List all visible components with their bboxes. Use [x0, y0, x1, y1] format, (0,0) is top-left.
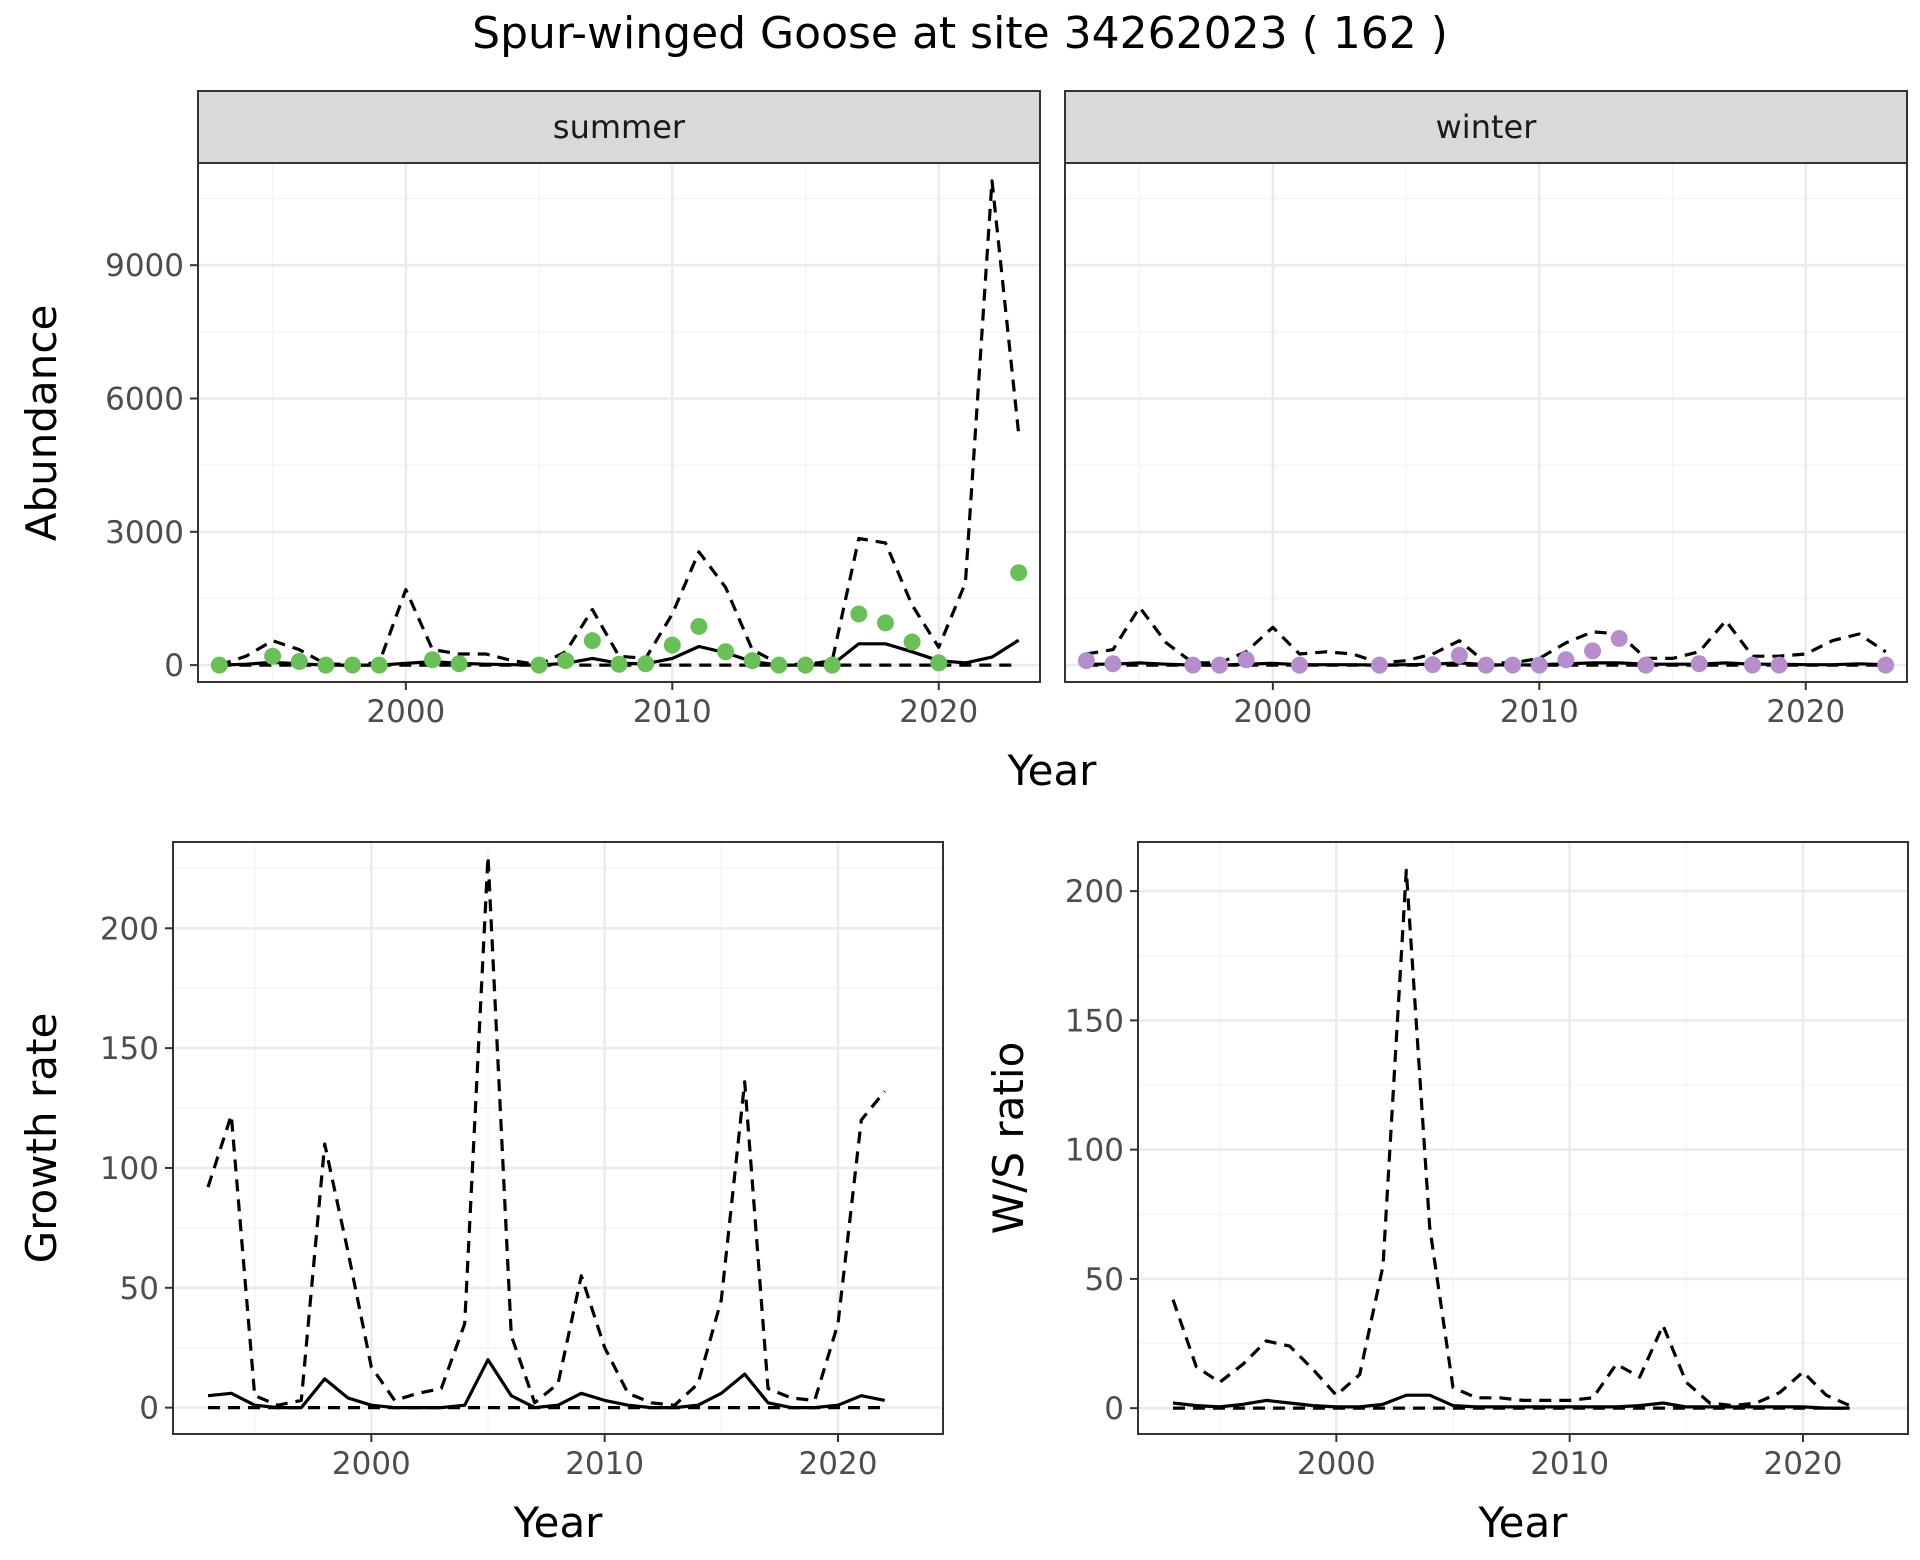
data-point	[557, 652, 575, 670]
x-tick-label: 2000	[332, 1446, 411, 1482]
x-tick-label: 2000	[1297, 1446, 1376, 1482]
y-tick-label: 6000	[105, 382, 184, 418]
figure-title: Spur-winged Goose at site 34262023 ( 162…	[472, 8, 1448, 59]
y-tick-label: 3000	[105, 515, 184, 551]
data-point	[1743, 656, 1761, 674]
data-point	[823, 656, 841, 674]
data-point	[1477, 656, 1495, 674]
x-tick-label: 2010	[1530, 1446, 1609, 1482]
facet-label-summer: summer	[553, 108, 686, 146]
data-point	[1530, 656, 1548, 674]
y-tick-label: 50	[120, 1271, 159, 1307]
series-line-dashed-1	[206, 854, 886, 1407]
data-point	[1211, 656, 1229, 674]
data-point	[1237, 651, 1255, 669]
data-point	[663, 636, 681, 654]
data-point	[1637, 656, 1655, 674]
y-tick-label: 150	[1065, 1003, 1124, 1039]
y-tick-label: 200	[1065, 874, 1124, 910]
data-point	[930, 654, 948, 672]
data-point	[1450, 646, 1468, 664]
facet-label-winter: winter	[1436, 108, 1538, 146]
data-point	[610, 655, 628, 673]
x-axis-title-ratio: Year	[1478, 1498, 1569, 1547]
data-point	[344, 656, 362, 674]
x-tick-label: 2010	[565, 1446, 644, 1482]
data-point	[1557, 651, 1575, 669]
y-tick-label: 100	[1065, 1133, 1124, 1169]
y-tick-label: 9000	[105, 248, 184, 284]
data-point	[717, 643, 735, 661]
x-tick-label: 2020	[1764, 1446, 1843, 1482]
data-point	[450, 655, 468, 673]
data-point	[903, 633, 921, 651]
panel-chart-2: 2000 2010 2020 0 50 100 150 200	[100, 841, 944, 1482]
data-point	[1504, 656, 1522, 674]
y-axis-title-abundance: Abundance	[17, 305, 66, 542]
data-point	[317, 656, 335, 674]
data-point	[264, 647, 282, 665]
facet-strip	[1064, 90, 1908, 164]
data-point	[1424, 656, 1442, 674]
data-point	[1077, 652, 1095, 670]
data-point	[770, 656, 788, 674]
panel-border	[1064, 162, 1908, 683]
y-tick-label: 100	[100, 1151, 159, 1187]
data-point	[530, 656, 548, 674]
y-tick-label: 0	[139, 1391, 159, 1427]
series-line-dashed-1	[1086, 605, 1887, 665]
data-point	[850, 605, 868, 623]
y-tick-label: 0	[1104, 1391, 1124, 1427]
facet-strip	[197, 90, 1041, 164]
data-point	[743, 652, 761, 670]
y-axis-title-ratio: W/S ratio	[984, 1042, 1033, 1235]
y-tick-label: 0	[164, 648, 184, 684]
panel-chart-3: 2000 2010 2020 0 50 100 150 200	[1065, 841, 1909, 1482]
y-tick-label: 200	[100, 911, 159, 947]
x-tick-label: 2000	[366, 694, 445, 730]
series-line-dashed-1	[218, 179, 1021, 667]
y-axis-title-growth: Growth rate	[17, 1013, 66, 1264]
data-point	[690, 617, 708, 635]
series-line-solid-0	[207, 1358, 886, 1410]
panel-border	[1137, 841, 1909, 1435]
data-point	[1290, 656, 1308, 674]
data-point	[370, 656, 388, 674]
x-tick-label: 2020	[799, 1446, 878, 1482]
x-tick-label: 2020	[899, 694, 978, 730]
y-tick-label: 150	[100, 1031, 159, 1067]
data-point	[797, 656, 815, 674]
panel-border	[172, 841, 944, 1435]
y-tick-label: 50	[1085, 1262, 1124, 1298]
series-line-solid-0	[1172, 1393, 1850, 1410]
panel-border	[197, 162, 1041, 683]
data-point	[210, 656, 228, 674]
data-point	[637, 655, 655, 673]
data-point	[583, 632, 601, 650]
data-point	[423, 651, 441, 669]
panel-summer: summer 2000 2010 2020 0 3000 6000 9000	[105, 90, 1041, 730]
x-tick-label: 2020	[1766, 694, 1845, 730]
data-point	[876, 614, 894, 632]
data-point	[1010, 564, 1028, 582]
data-point	[1770, 656, 1788, 674]
x-axis-title-top: Year	[1007, 746, 1098, 795]
data-point	[290, 653, 308, 671]
panel-winter: winter 2000 2010 2020	[1064, 90, 1908, 730]
x-tick-label: 2000	[1233, 694, 1312, 730]
data-point	[1104, 655, 1122, 673]
data-point	[1877, 656, 1895, 674]
data-point	[1370, 656, 1388, 674]
x-tick-label: 2010	[1500, 694, 1579, 730]
data-point	[1184, 656, 1202, 674]
data-point	[1690, 655, 1708, 673]
data-point	[1610, 629, 1628, 647]
data-point	[1584, 642, 1602, 660]
series-line-dashed-1	[1171, 868, 1851, 1408]
x-axis-title-growth: Year	[513, 1498, 604, 1547]
x-tick-label: 2010	[633, 694, 712, 730]
